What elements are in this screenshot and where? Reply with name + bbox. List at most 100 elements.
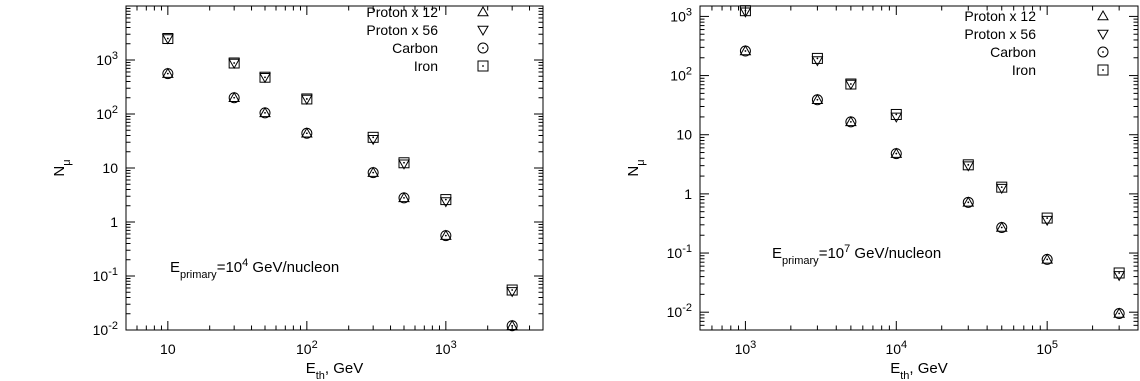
data-point (739, 45, 751, 57)
data-point (962, 159, 974, 171)
y-tick-label: 1 (110, 214, 118, 230)
data-point (995, 183, 1008, 195)
data-point (1113, 267, 1125, 279)
chart-right: 103 104 105 10-2 10-1 1 10 102 103 Eth, GeV Nμ Epri… (625, 5, 1139, 381)
data-point (162, 68, 174, 80)
y-tick-label: 10-1 (667, 243, 692, 261)
y-tick-label: 10-2 (93, 320, 118, 338)
y-axis-label: Nμ (625, 159, 647, 176)
x-axis-label: Eth, GeV (306, 360, 364, 381)
legend: Proton x 12 Proton x 56 Carbon Iron (964, 8, 1109, 78)
data-point (1041, 253, 1054, 264)
y-tick-label: 102 (670, 66, 692, 84)
data-point (398, 157, 410, 169)
data-point (228, 91, 241, 102)
data-point (439, 197, 452, 208)
data-point (1041, 212, 1053, 224)
data-point (845, 115, 857, 127)
legend-marker-square-dot (477, 60, 489, 72)
legend-entry-label: Proton x 12 (366, 4, 438, 20)
data-point (300, 94, 313, 105)
data-point (506, 319, 519, 330)
data-point (739, 7, 752, 18)
y-tick-label: 103 (670, 6, 692, 24)
x-tick-label: 104 (885, 339, 907, 357)
data-point (506, 284, 518, 296)
legend-marker-triangle-up (1097, 9, 1109, 21)
data-point (228, 58, 241, 70)
legend-entry-label: Carbon (392, 40, 438, 56)
x-axis-label: Eth, GeV (890, 360, 948, 381)
legend-entry-label: Iron (1012, 62, 1036, 78)
data-point (228, 92, 240, 104)
data-point (367, 135, 380, 146)
data-point (439, 229, 452, 240)
data-point (1113, 308, 1125, 320)
y-axis-label: Nμ (51, 159, 73, 176)
x-tick-label: 102 (296, 339, 318, 357)
data-point (1041, 215, 1054, 227)
data-point (845, 78, 857, 90)
data-point (506, 320, 518, 332)
data-point (811, 52, 823, 64)
data-point (811, 94, 823, 106)
data-point (739, 5, 751, 17)
data-point (300, 127, 313, 138)
legend-entry-label: Proton x 12 (964, 8, 1036, 24)
primary-energy-annotation: Eprimary=104 GeV/nucleon (170, 257, 339, 281)
chart-left: 10 102 103 10-2 10-1 1 10 102 103 Eth, GeV Nμ Eprim… (51, 4, 544, 381)
legend-marker-triangle-down (477, 25, 489, 37)
data-point (162, 33, 174, 45)
series-triangle-up (161, 67, 519, 330)
plot-frame (125, 5, 544, 331)
legend-entry-label: Proton x 56 (366, 22, 438, 38)
data-point (811, 56, 824, 67)
data-point (845, 79, 857, 91)
y-tick-label: 10 (676, 127, 692, 143)
data-point (301, 93, 313, 105)
data-point (811, 93, 824, 105)
data-point (996, 181, 1008, 193)
series-triangle-up (739, 45, 1126, 318)
data-point (301, 127, 313, 139)
data-point (398, 191, 410, 203)
data-point (995, 221, 1008, 232)
x-tick-label: 103 (435, 339, 457, 357)
x-tick-label: 105 (1036, 339, 1058, 357)
data-point (398, 159, 410, 170)
data-point (962, 196, 974, 208)
legend: Proton x 12 Proton x 56 Carbon Iron (366, 4, 489, 74)
data-point (440, 230, 452, 242)
y-tick-label: 10-2 (667, 302, 692, 320)
y-tick-label: 10 (102, 160, 118, 176)
legend-marker-triangle-down (1097, 29, 1109, 41)
data-point (398, 192, 410, 204)
data-point (890, 148, 902, 160)
plot-frame (699, 5, 1139, 331)
data-point (962, 161, 975, 172)
data-point (367, 167, 379, 179)
series-square-dot (162, 33, 518, 296)
data-point (161, 67, 174, 78)
y-tick-label: 102 (96, 104, 118, 122)
data-point (259, 72, 271, 84)
series-square-dot (739, 5, 1125, 279)
data-point (161, 34, 174, 45)
data-point (506, 287, 519, 298)
series-circle-dot (739, 45, 1125, 320)
x-tick-label: 10 (160, 341, 176, 357)
data-point (367, 131, 379, 143)
data-point (1113, 271, 1126, 282)
data-point (440, 194, 452, 206)
data-point (1041, 253, 1053, 265)
legend-marker-circle-dot (1097, 46, 1109, 58)
y-tick-label: 103 (96, 50, 118, 68)
data-point (259, 107, 271, 119)
data-point (890, 108, 902, 120)
legend-marker-triangle-up (477, 5, 489, 17)
data-point (228, 57, 240, 69)
data-point (739, 45, 752, 56)
data-point (1113, 307, 1126, 318)
data-point (890, 112, 903, 123)
